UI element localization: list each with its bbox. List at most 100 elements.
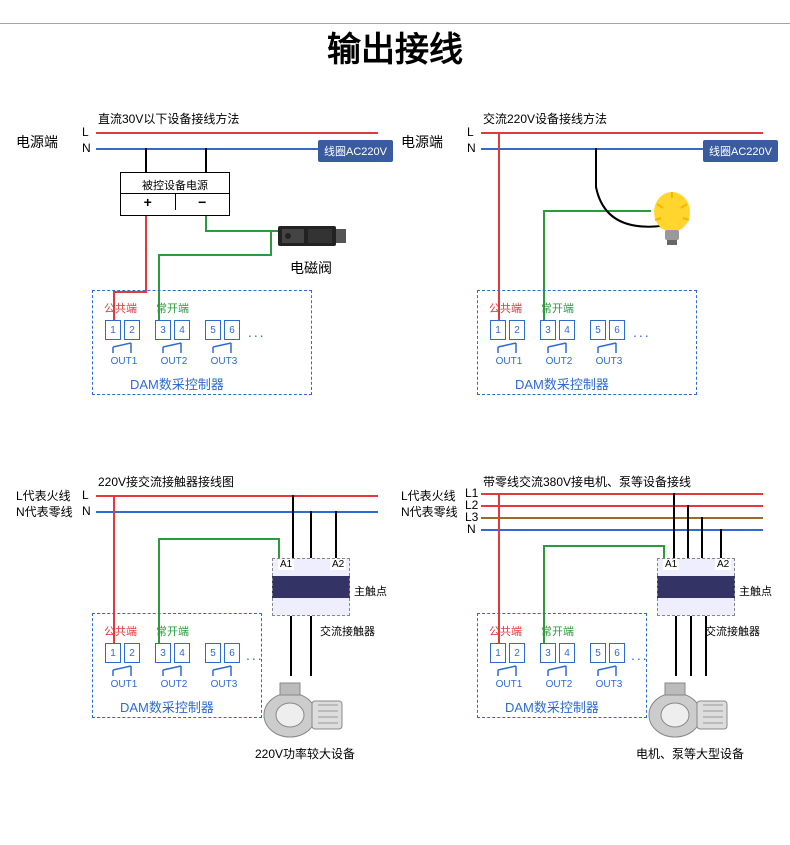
note-N: N代表零线: [16, 503, 73, 520]
line-N: N: [82, 504, 91, 518]
terminal-5: 5: [205, 643, 221, 663]
panel-dc30v: 直流30V以下设备接线方法 电源端 L N 线圈AC220V 被控设备电源 + …: [10, 110, 395, 473]
out3-label: OUT3: [591, 679, 627, 690]
relay-contacts-icon: [105, 664, 245, 678]
terminal-1: 1: [105, 320, 121, 340]
psu-minus: −: [175, 194, 230, 210]
out2-label: OUT2: [541, 356, 577, 367]
wire-N: [96, 148, 318, 150]
relay-contacts-icon: [105, 341, 245, 355]
terminal-3: 3: [155, 320, 171, 340]
no-terminal-label: 常开端: [156, 623, 189, 639]
common-terminal-label: 公共端: [104, 300, 137, 316]
terminals-more: ...: [633, 324, 651, 340]
terminal-2: 2: [124, 320, 140, 340]
contactor-a2: A2: [715, 559, 731, 570]
out2-label: OUT2: [541, 679, 577, 690]
no-terminal-label: 常开端: [541, 300, 574, 316]
out1-label: OUT1: [491, 679, 527, 690]
panel-220v-contactor: 220V接交流接触器接线图 L代表火线 N代表零线 L N A1 A2 主触点 …: [10, 473, 395, 836]
out2-label: OUT2: [156, 356, 192, 367]
wire-N: [481, 148, 703, 150]
line-L: L: [82, 125, 89, 139]
terminal-4: 4: [559, 643, 575, 663]
terminal-2: 2: [124, 643, 140, 663]
out3-label: OUT3: [591, 356, 627, 367]
no-terminal-label: 常开端: [156, 300, 189, 316]
out3-label: OUT3: [206, 679, 242, 690]
terminal-5: 5: [590, 643, 606, 663]
line-L: L: [467, 125, 474, 139]
terminals-more: ...: [246, 647, 264, 663]
terminal-4: 4: [174, 643, 190, 663]
terminal-2: 2: [509, 643, 525, 663]
lightbulb-icon: [647, 190, 697, 248]
controlled-psu: 被控设备电源 + −: [120, 172, 230, 216]
terminal-5: 5: [205, 320, 221, 340]
common-terminal-label: 公共端: [489, 300, 522, 316]
dam-controller-label: DAM数采控制器: [130, 374, 224, 393]
terminal-1: 1: [105, 643, 121, 663]
contactor-label: 交流接触器: [320, 623, 375, 639]
terminal-4: 4: [559, 320, 575, 340]
line-N: N: [467, 141, 476, 155]
terminal-3: 3: [540, 320, 556, 340]
contactor-a1: A1: [663, 559, 679, 570]
common-terminal-label: 公共端: [489, 623, 522, 639]
terminals-more: ...: [631, 647, 649, 663]
terminals-more: ...: [248, 324, 266, 340]
wire-L: [481, 132, 763, 134]
subtitle: 带零线交流380V接电机、泵等设备接线: [483, 473, 691, 490]
solenoid-valve-icon: [278, 218, 348, 254]
wiring-diagram-page: 输出接线 直流30V以下设备接线方法 电源端 L N 线圈AC220V 被控设备…: [0, 22, 790, 845]
terminal-3: 3: [540, 643, 556, 663]
wire-L: [96, 132, 378, 134]
terminal-6: 6: [609, 320, 625, 340]
subtitle: 直流30V以下设备接线方法: [98, 110, 239, 127]
coil-label: 线圈AC220V: [318, 140, 393, 162]
wire-L1: [481, 493, 763, 495]
line-N: N: [82, 141, 91, 155]
page-title: 输出接线: [0, 22, 790, 71]
no-terminal-label: 常开端: [541, 623, 574, 639]
power-label: 电源端: [16, 132, 58, 152]
power-label: 电源端: [401, 132, 443, 152]
subtitle: 220V接交流接触器接线图: [98, 473, 234, 490]
dam-controller-label: DAM数采控制器: [505, 697, 599, 716]
line-L: L: [82, 488, 89, 502]
terminal-2: 2: [509, 320, 525, 340]
panel-380v-motor: 带零线交流380V接电机、泵等设备接线 L代表火线 N代表零线 L1 L2 L3…: [395, 473, 780, 836]
main-contact-label: 主触点: [739, 583, 772, 599]
motor-icon: [260, 673, 350, 743]
out2-label: OUT2: [156, 679, 192, 690]
out1-label: OUT1: [106, 356, 142, 367]
note-L: L代表火线: [401, 487, 456, 504]
terminal-6: 6: [609, 643, 625, 663]
common-terminal-label: 公共端: [104, 623, 137, 639]
dam-controller-label: DAM数采控制器: [120, 697, 214, 716]
relay-contacts-icon: [490, 664, 630, 678]
dam-controller-label: DAM数采控制器: [515, 374, 609, 393]
out1-label: OUT1: [491, 356, 527, 367]
motor-caption: 220V功率较大设备: [240, 745, 370, 762]
psu-plus: +: [121, 194, 175, 210]
terminal-3: 3: [155, 643, 171, 663]
terminal-1: 1: [490, 643, 506, 663]
contactor-label: 交流接触器: [705, 623, 760, 639]
top-divider: [0, 23, 790, 24]
terminal-6: 6: [224, 320, 240, 340]
terminal-5: 5: [590, 320, 606, 340]
terminal-1: 1: [490, 320, 506, 340]
terminal-4: 4: [174, 320, 190, 340]
motor-icon: [645, 673, 735, 743]
terminal-6: 6: [224, 643, 240, 663]
diagram-grid: 直流30V以下设备接线方法 电源端 L N 线圈AC220V 被控设备电源 + …: [10, 110, 780, 835]
wire-L: [96, 495, 378, 497]
subtitle: 交流220V设备接线方法: [483, 110, 607, 127]
out3-label: OUT3: [206, 356, 242, 367]
line-N: N: [467, 522, 476, 536]
relay-contacts-icon: [490, 341, 630, 355]
contactor-a2: A2: [330, 559, 346, 570]
out1-label: OUT1: [106, 679, 142, 690]
main-contact-label: 主触点: [354, 583, 387, 599]
